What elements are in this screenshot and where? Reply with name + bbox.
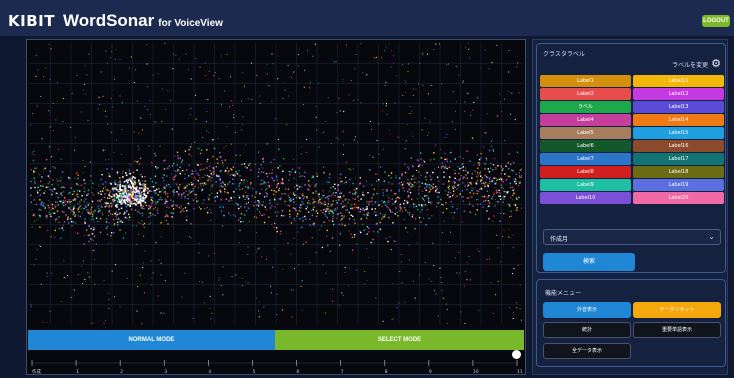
timeline-label: 2 <box>120 369 123 375</box>
timeline-label: 10 <box>473 369 479 375</box>
timeline-label: 11 <box>517 369 523 375</box>
select-mode-button[interactable]: SELECT MODE <box>275 330 524 350</box>
scatter-plot-panel: NORMAL MODE SELECT MODE 作成 1 2 3 4 5 6 7 8 9 10 11 <box>26 39 526 375</box>
cluster-label-button[interactable]: Label18 <box>633 166 724 178</box>
logout-button[interactable]: LOGOUT <box>702 15 730 27</box>
cluster-label-button[interactable]: Label4 <box>540 114 631 126</box>
period-select[interactable]: 作成月 ⌄ <box>543 229 721 245</box>
sidebar: クラスタラベル ラベルを変更 ⚙ Label1 Label11 Label2 Labe… <box>532 39 728 375</box>
cluster-label-button[interactable]: Label15 <box>633 127 724 139</box>
data-reset-button[interactable]: データリセット <box>633 302 721 318</box>
function-menu-section: 機能メニュー 外音表示 データリセット 統計 重要単語表示 全データ表示 <box>536 279 726 367</box>
cluster-label-button[interactable]: Label17 <box>633 153 724 165</box>
gear-icon[interactable]: ⚙ <box>711 57 721 70</box>
cluster-label-button[interactable]: Label1 <box>540 75 631 87</box>
chevron-down-icon: ⌄ <box>708 232 715 241</box>
brand-kibit: KIBIT <box>8 12 55 30</box>
cluster-label-button[interactable]: Label2 <box>540 88 631 100</box>
mode-toggle: NORMAL MODE SELECT MODE <box>28 330 524 350</box>
timeline-label: 7 <box>341 369 344 375</box>
timeline-label: 1 <box>76 369 79 375</box>
timeline-label: 作成 <box>32 368 41 375</box>
label-button-grid: Label1 Label11 Label2 Label12 ラベル Label13 Labe… <box>540 75 724 204</box>
timeline-label: 5 <box>252 369 255 375</box>
show-all-data-button[interactable]: 全データ表示 <box>543 343 631 359</box>
important-words-button[interactable]: 重要単語表示 <box>633 322 721 338</box>
normal-mode-button[interactable]: NORMAL MODE <box>28 330 275 350</box>
cluster-label-button[interactable]: Label14 <box>633 114 724 126</box>
scatter-plot[interactable] <box>30 43 522 325</box>
search-button[interactable]: 検索 <box>543 253 635 271</box>
brand-logo: KIBIT WordSonar for VoiceView <box>8 11 223 31</box>
timeline-label: 4 <box>208 369 211 375</box>
app-header: KIBIT WordSonar for VoiceView LOGOUT <box>0 0 734 36</box>
timeline-label: 3 <box>164 369 167 375</box>
cluster-label-button[interactable]: ラベル <box>540 101 631 113</box>
timeline-label: 6 <box>297 369 300 375</box>
function-menu-title: 機能メニュー <box>545 290 582 297</box>
cluster-label-button[interactable]: Label5 <box>540 127 631 139</box>
timeline-slider-handle[interactable] <box>512 350 521 359</box>
label-change-text[interactable]: ラベルを変更 <box>672 61 709 69</box>
statistics-button[interactable]: 統計 <box>543 322 631 338</box>
cluster-label-button[interactable]: Label19 <box>633 179 724 191</box>
outside-display-button[interactable]: 外音表示 <box>543 302 631 318</box>
brand-name: WordSonar <box>62 11 155 30</box>
cluster-label-section: クラスタラベル ラベルを変更 ⚙ Label1 Label11 Label2 Labe… <box>536 43 726 273</box>
cluster-label-button[interactable]: Label16 <box>633 140 724 152</box>
cluster-label-button[interactable]: Label6 <box>540 140 631 152</box>
cluster-label-button[interactable]: Label8 <box>540 166 631 178</box>
cluster-label-button[interactable]: Label13 <box>633 101 724 113</box>
timeline-label: 8 <box>385 369 388 375</box>
period-select-value: 作成月 <box>550 236 569 243</box>
cluster-label-button[interactable]: Label7 <box>540 153 631 165</box>
cluster-label-button[interactable]: Label9 <box>540 179 631 191</box>
label-change-control[interactable]: ラベルを変更 ⚙ <box>672 57 721 70</box>
cluster-label-button[interactable]: Label11 <box>633 75 724 87</box>
cluster-label-button[interactable]: Label10 <box>540 192 631 204</box>
timeline-label: 9 <box>429 369 432 375</box>
cluster-label-button[interactable]: Label20 <box>633 192 724 204</box>
cluster-label-button[interactable]: Label12 <box>633 88 724 100</box>
cluster-label-title: クラスタラベル <box>543 51 585 58</box>
timeline-axis[interactable]: 作成 1 2 3 4 5 6 7 8 9 10 11 <box>27 358 525 375</box>
brand-subtitle: for VoiceView <box>158 18 223 29</box>
